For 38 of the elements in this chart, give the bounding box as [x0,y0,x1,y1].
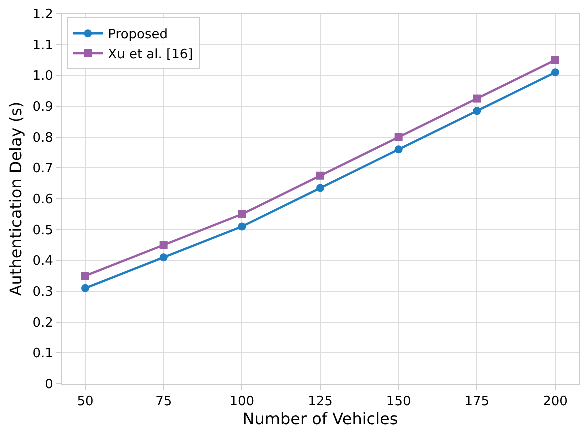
y-tick-label: 1.0 [32,69,54,84]
y-tick-label: 0.1 [32,346,54,362]
point [316,184,324,192]
x-tick-label: 50 [77,394,94,410]
x-tick-label: 150 [386,394,412,410]
point [552,68,560,77]
y-tick-label: 0.5 [32,223,54,238]
point [473,107,482,116]
y-tick-label: 0.8 [32,130,54,146]
y-tick-label: 0.9 [32,100,54,116]
y-tick-label: 0.3 [32,285,54,300]
y-tick-label: 0.6 [32,192,54,208]
legend-label: Xu et al. [16] [108,48,194,63]
y-axis-title: Authentication Delay (s) [6,102,26,296]
point [473,94,482,103]
point [82,272,90,280]
y-tick-label: 0.4 [32,254,54,270]
x-tick-label: 100 [230,394,255,410]
x-tick-label: 125 [308,394,333,410]
y-tick-label: 1.2 [32,8,54,23]
point [160,241,168,250]
point [238,222,246,231]
x-tick-label: 200 [543,394,568,410]
point [238,210,246,218]
legend-label: Proposed [108,28,168,43]
x-tick-label: 75 [156,394,172,410]
y-tick-label: 0.2 [32,316,54,331]
x-tick-label: 175 [464,394,490,410]
x-axis-title: Number of Vehicles [242,410,398,429]
y-tick-label: 0.7 [32,162,54,177]
point [160,254,168,262]
y-tick-label: 0 [45,378,54,393]
point [394,146,403,154]
point [316,172,324,180]
y-tick-label: 1.1 [32,38,54,54]
point [394,133,403,142]
point [82,284,90,292]
point [552,56,560,64]
